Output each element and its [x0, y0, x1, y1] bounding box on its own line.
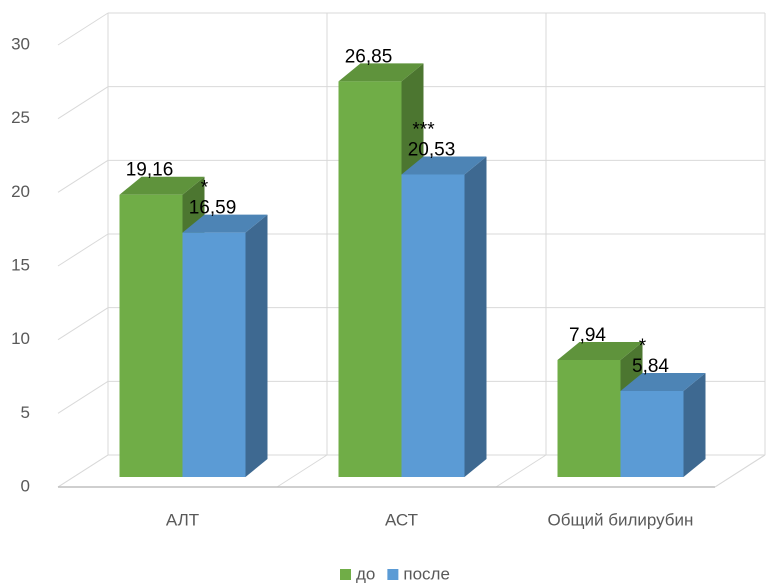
x-tick-label: Общий билирубин — [548, 510, 694, 529]
legend-swatch — [340, 569, 351, 580]
floor-divider — [714, 454, 766, 488]
legend-swatch — [387, 569, 399, 580]
bar-front — [557, 360, 621, 477]
bar-top — [338, 63, 424, 82]
value-label: 5,84 — [632, 356, 669, 377]
bar-side — [245, 214, 268, 477]
grid-line — [57, 159, 109, 193]
bar-top — [620, 372, 706, 391]
bar-front — [119, 194, 183, 477]
bar-top — [182, 214, 268, 233]
bar-side — [464, 156, 487, 478]
grid-line — [57, 307, 109, 341]
bar-front — [338, 81, 402, 477]
value-label: 16,59 — [189, 198, 237, 219]
bar — [620, 372, 706, 477]
annotation: * — [639, 336, 647, 357]
legend-label: после — [403, 564, 450, 583]
y-tick-label: 0 — [21, 476, 30, 495]
bar-front — [182, 232, 246, 477]
legend-label: до — [356, 564, 375, 583]
y-tick-label: 15 — [11, 255, 30, 274]
y-tick-label: 20 — [11, 182, 30, 201]
grid-line — [57, 380, 109, 414]
value-label: 7,94 — [569, 325, 606, 346]
floor-divider — [495, 454, 547, 488]
bar-front — [401, 174, 465, 478]
value-label: 20,53 — [408, 140, 456, 161]
value-label: 19,16 — [126, 160, 174, 181]
annotation: * — [201, 178, 209, 199]
y-tick-label: 10 — [11, 329, 30, 348]
y-tick-label: 25 — [11, 108, 30, 127]
grid-line — [57, 454, 109, 488]
x-tick-label: АСТ — [385, 510, 418, 529]
floor-divider — [276, 454, 328, 488]
bar-top — [401, 156, 487, 175]
y-tick-label: 30 — [11, 34, 30, 53]
grid-line — [57, 233, 109, 267]
bar-side — [683, 372, 706, 477]
annotation: *** — [412, 120, 435, 141]
x-tick-label: АЛТ — [166, 510, 199, 529]
bar — [401, 156, 487, 478]
bar-front — [620, 390, 684, 477]
grid-line — [57, 12, 109, 46]
y-tick-label: 5 — [21, 403, 30, 422]
bar-top — [557, 342, 643, 361]
grid-line — [57, 86, 109, 120]
bar — [182, 214, 268, 477]
value-label: 26,85 — [345, 46, 393, 67]
bar-top — [119, 176, 205, 195]
